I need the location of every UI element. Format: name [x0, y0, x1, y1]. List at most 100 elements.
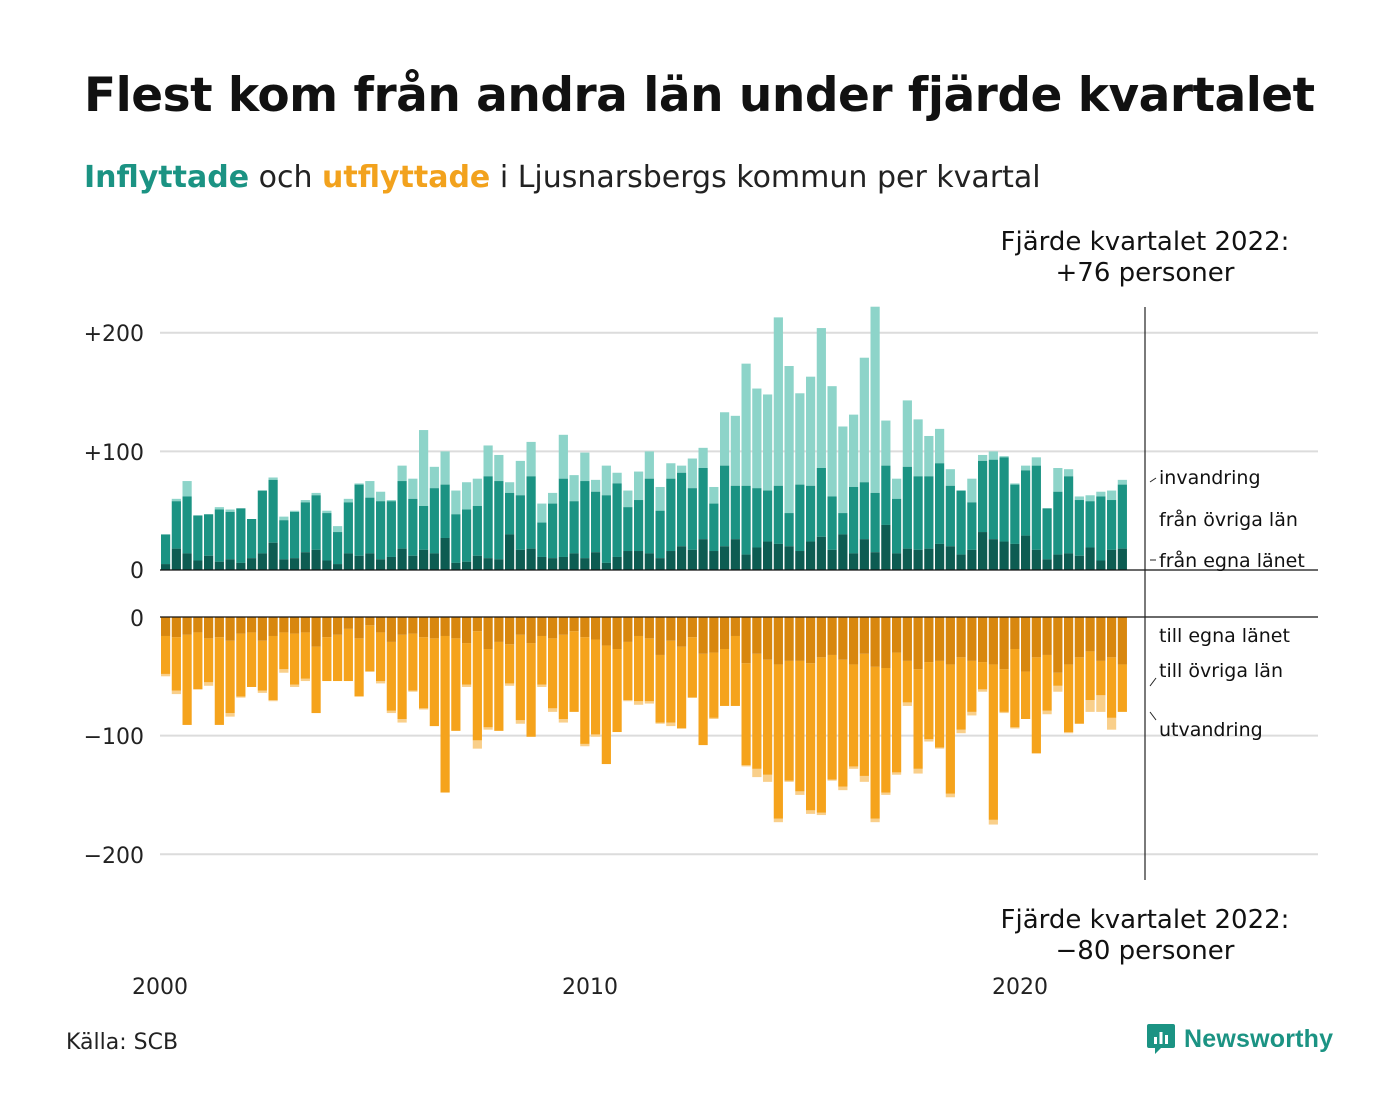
inflow-bar-other-county: [279, 520, 289, 560]
outflow-bar-own-county: [526, 617, 536, 644]
outflow-bar-own-county: [429, 617, 439, 639]
inflow-bar-own-county: [1096, 560, 1106, 570]
inflow-bar-own-county: [161, 564, 171, 570]
outflow-bar-other-county: [343, 628, 353, 682]
outflow-bar-emigration: [591, 734, 601, 737]
outflow-bar-own-county: [720, 617, 730, 650]
outflow-bar-own-county: [515, 617, 525, 635]
outflow-bar-other-county: [236, 633, 246, 697]
inflow-bar-immigration: [945, 469, 955, 486]
outflow-bar-other-county: [279, 632, 289, 670]
outflow-bar-other-county: [644, 638, 654, 702]
inflow-bar-other-county: [892, 498, 902, 554]
inflow-bar-other-county: [827, 496, 837, 550]
outflow-bar-own-county: [730, 617, 740, 636]
outflow-bar-own-county: [698, 617, 708, 654]
inflow-bar-own-county: [365, 553, 375, 570]
inflow-bar-immigration: [1021, 465, 1031, 471]
inflow-bar-other-county: [795, 484, 805, 552]
outflow-bar-emigration: [419, 708, 429, 710]
outflow-bar-own-county: [999, 617, 1009, 670]
inflow-bar-own-county: [322, 560, 332, 570]
inflow-bar-own-county: [978, 532, 988, 570]
outflow-bar-emigration: [290, 684, 300, 687]
inflow-bar-own-county: [935, 543, 945, 570]
outflow-bar-own-county: [472, 617, 482, 632]
inflow-bar-other-county: [462, 509, 472, 562]
outflow-bar-emigration: [913, 768, 923, 774]
outflow-bar-own-county: [343, 617, 353, 629]
outflow-bar-own-county: [558, 617, 568, 635]
inflow-bar-other-county: [945, 485, 955, 547]
outflow-bar-other-county: [225, 640, 235, 714]
inflow-bar-own-county: [730, 539, 740, 570]
outflow-bar-emigration: [515, 720, 525, 724]
outflow-bar-own-county: [580, 617, 590, 638]
inflow-bar-own-county: [472, 555, 482, 570]
inflow-bar-other-county: [644, 478, 654, 554]
inflow-bar-immigration: [1117, 479, 1127, 485]
inflow-bar-immigration: [698, 447, 708, 468]
outflow-bar-own-county: [763, 617, 773, 660]
inflow-bar-other-county: [967, 502, 977, 550]
inflow-bar-immigration: [1107, 490, 1117, 501]
inflow-bar-own-county: [1107, 549, 1117, 570]
inflow-bar-immigration: [558, 434, 568, 479]
outflow-bar-own-county: [397, 617, 407, 635]
outflow-bar-own-county: [773, 617, 783, 665]
inflow-bar-other-county: [257, 490, 267, 554]
inflow-bar-other-county: [472, 505, 482, 556]
inflow-bar-immigration: [655, 486, 665, 511]
outflow-bar-emigration: [171, 690, 181, 695]
outflow-bar-other-county: [677, 646, 687, 729]
inflow-bar-other-county: [763, 490, 773, 542]
inflow-bar-immigration: [816, 328, 826, 469]
inflow-bar-own-county: [257, 553, 267, 570]
outflow-bar-emigration: [827, 779, 837, 781]
inflow-bar-own-county: [752, 547, 762, 570]
inflow-bar-immigration: [1053, 468, 1063, 492]
inflow-bar-immigration: [1074, 496, 1084, 501]
inflow-bar-own-county: [773, 543, 783, 570]
inflow-bar-immigration: [924, 435, 934, 477]
outflow-bar-emigration: [816, 812, 826, 816]
outflow-bar-emigration: [1096, 695, 1106, 712]
inflow-bar-own-county: [494, 559, 504, 570]
inflow-bar-own-county: [343, 553, 353, 570]
inflow-bar-immigration: [462, 482, 472, 510]
inflow-bars: [161, 306, 1127, 570]
inflow-bar-immigration: [612, 472, 622, 484]
outflow-bar-other-county: [494, 641, 504, 731]
outflow-bar-own-county: [247, 617, 257, 633]
inflow-bar-other-county: [343, 502, 353, 554]
inflow-bar-own-county: [569, 553, 579, 570]
inflow-bar-immigration: [988, 451, 998, 460]
outflow-bar-emigration: [795, 791, 805, 795]
inflow-bar-immigration: [429, 466, 439, 489]
inflow-bar-other-county: [1064, 476, 1074, 554]
outflow-bar-other-county: [365, 625, 375, 672]
subtitle-rest: i Ljusnarsbergs kommun per kvartal: [499, 160, 1041, 195]
outflow-bar-own-county: [612, 617, 622, 650]
inflow-bar-own-county: [247, 558, 257, 570]
inflow-bar-own-county: [515, 549, 525, 570]
inflow-bar-immigration: [709, 486, 719, 504]
inflow-bar-own-county: [591, 552, 601, 570]
outflow-bar-other-county: [429, 638, 439, 727]
outflow-bar-other-county: [978, 662, 988, 690]
outflow-bar-other-county: [290, 633, 300, 685]
inflow-bar-immigration: [902, 400, 912, 467]
outflow-bar-other-county: [1031, 657, 1041, 754]
inflow-bar-immigration: [591, 479, 601, 492]
inflow-bar-own-county: [967, 549, 977, 570]
inflow-bar-other-county: [354, 484, 364, 556]
outflow-bar-own-county: [365, 617, 375, 626]
outflow-bar-own-county: [859, 617, 869, 654]
inflow-bar-immigration: [752, 388, 762, 489]
inflow-bar-immigration: [741, 363, 751, 486]
inflow-bar-own-county: [816, 536, 826, 570]
inflow-bar-own-county: [1010, 543, 1020, 570]
outflow-bar-own-county: [988, 617, 998, 665]
inflow-bar-other-county: [333, 532, 343, 565]
outflow-bar-other-county: [849, 664, 859, 767]
